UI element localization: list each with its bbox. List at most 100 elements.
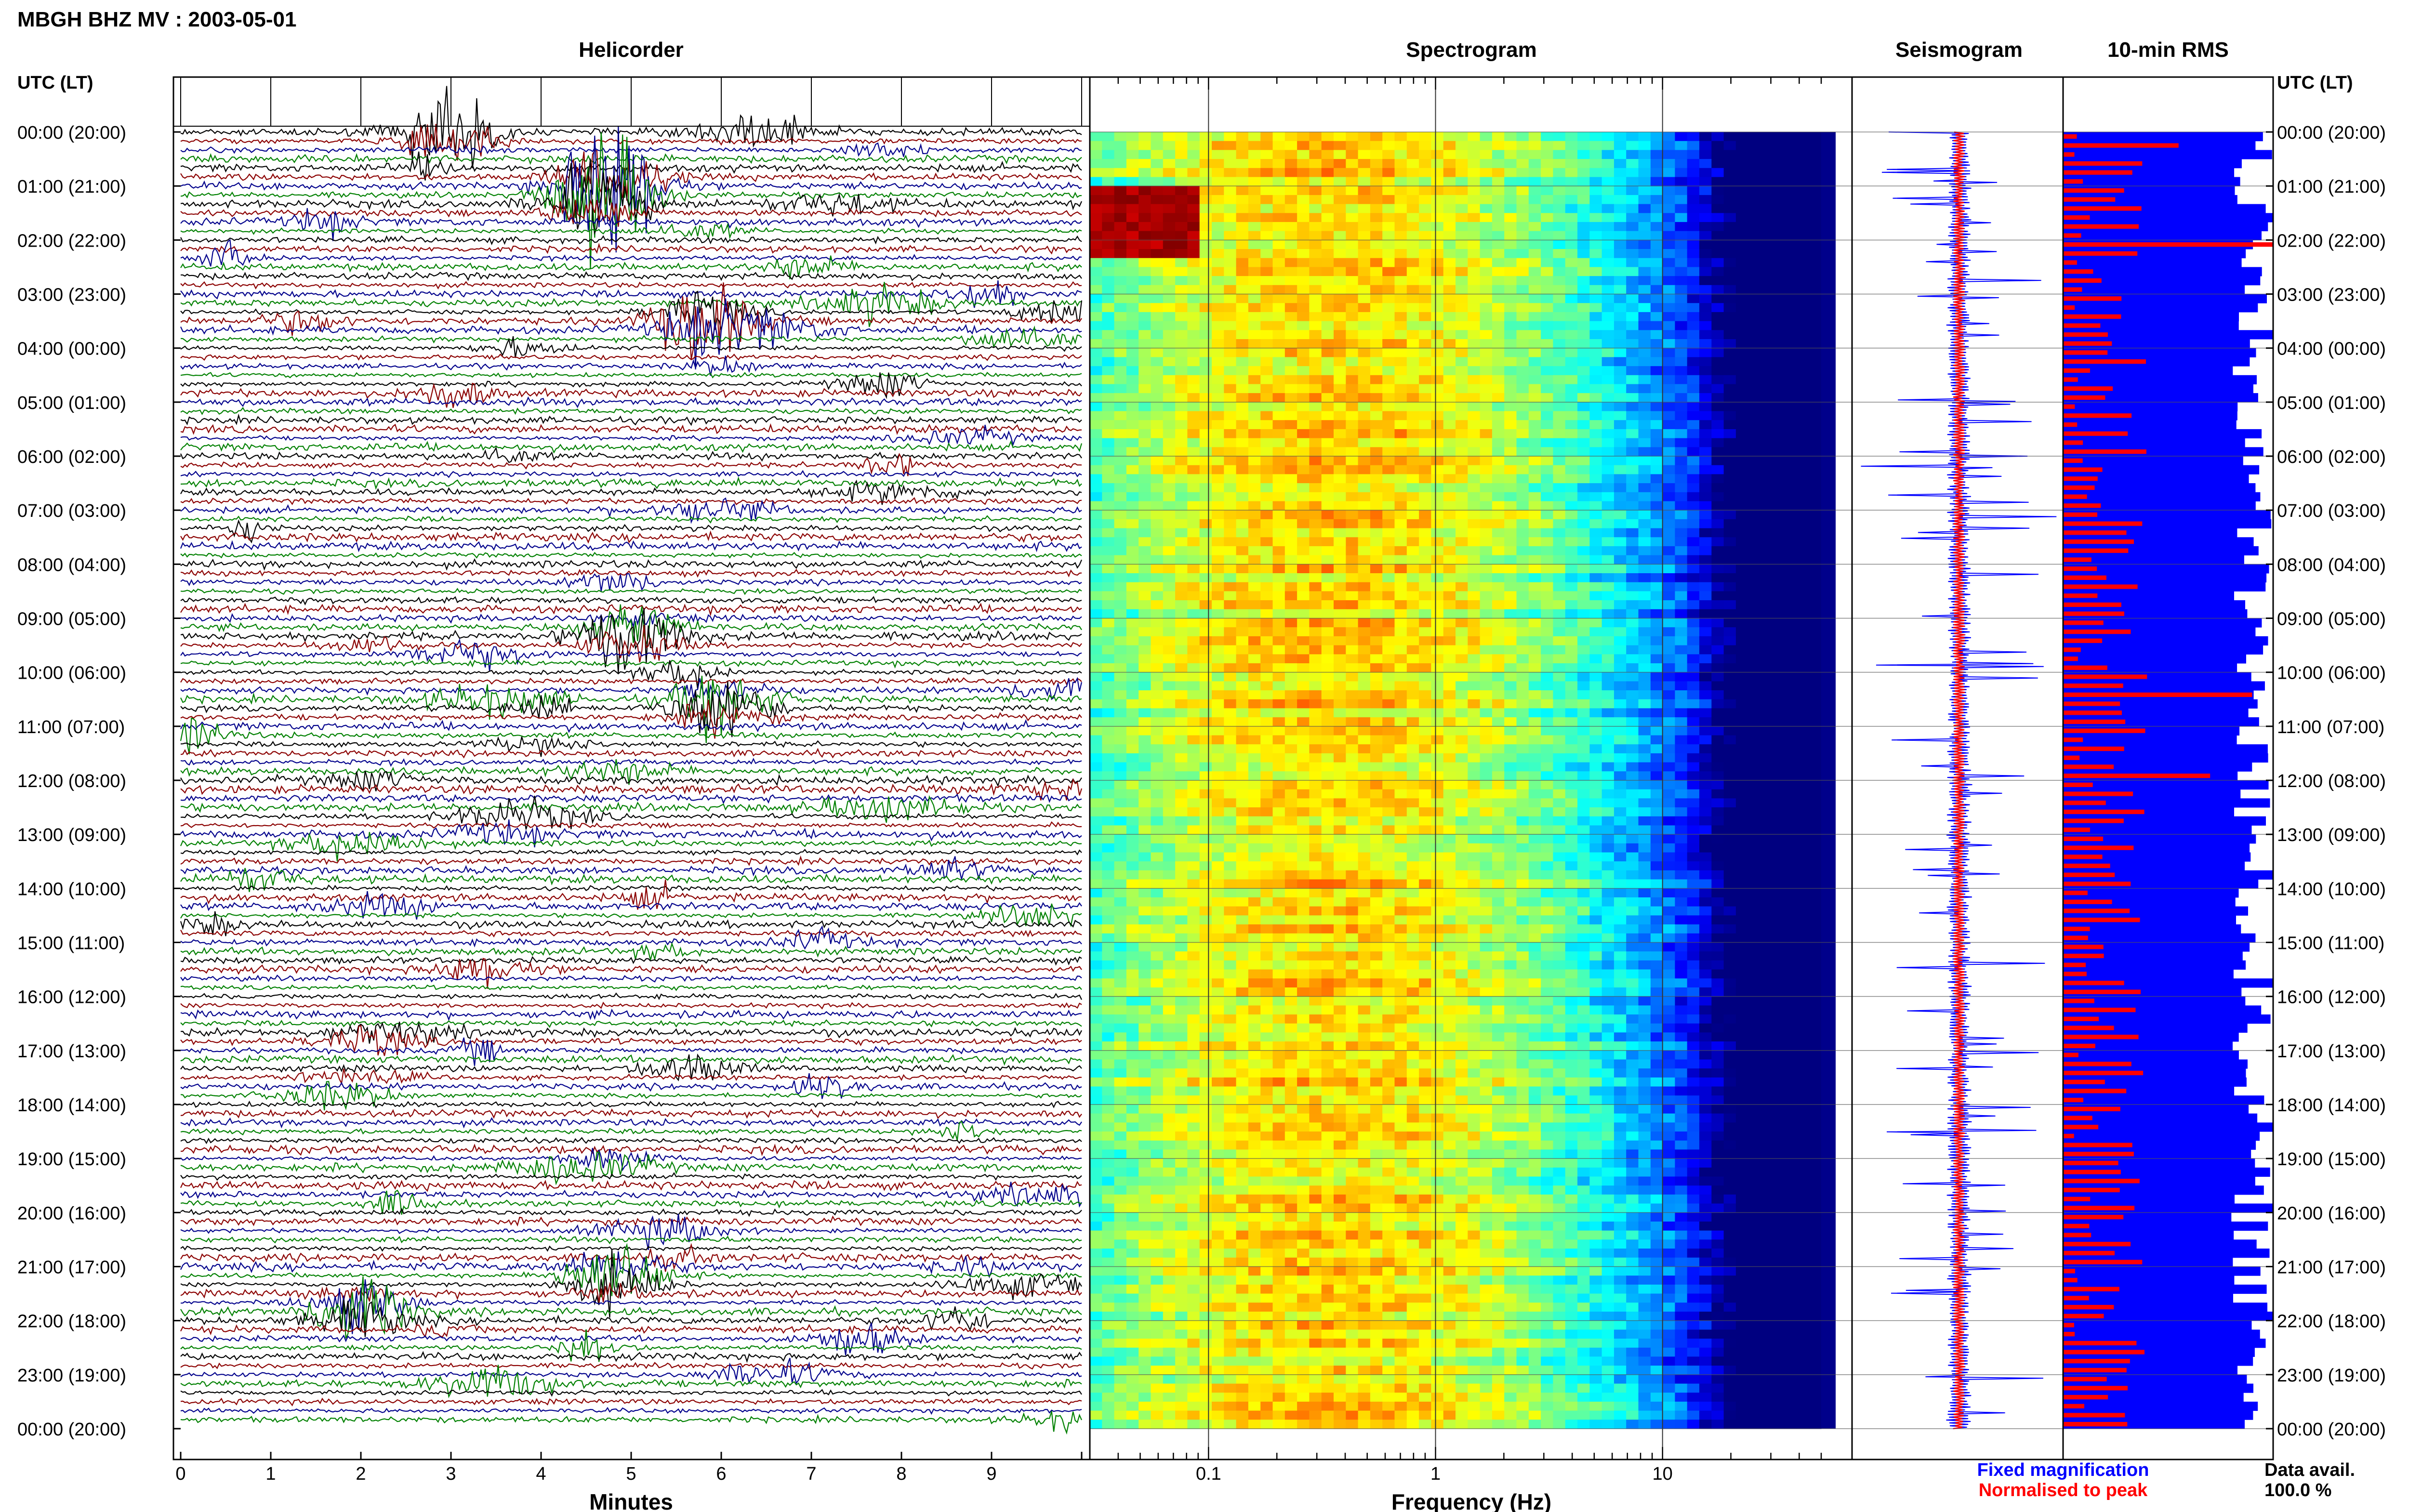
spectrogram-cell	[1370, 735, 1383, 745]
spectrogram-cell	[1321, 735, 1334, 745]
spectrogram-cell	[1370, 816, 1383, 826]
spectrogram-cell	[1675, 672, 1688, 682]
spectrogram-cell	[1480, 258, 1493, 267]
spectrogram-cell	[1699, 591, 1712, 601]
spectrogram-cell	[1504, 591, 1517, 601]
spectrogram-cell	[1480, 654, 1493, 664]
spectrogram-cell	[1711, 843, 1724, 853]
spectrogram-cell	[1626, 168, 1639, 178]
spectrogram-cell	[1321, 501, 1334, 511]
spectrogram-cell	[1516, 843, 1529, 853]
spectrogram-cell	[1748, 231, 1761, 240]
spectrogram-cell	[1772, 690, 1785, 700]
spectrogram-cell	[1797, 618, 1810, 628]
spectrogram-cell	[1224, 330, 1237, 340]
spectrogram-cell	[1687, 519, 1700, 529]
spectrogram-cell	[1565, 672, 1578, 682]
spectrogram-cell	[1456, 402, 1468, 412]
spectrogram-cell	[1760, 366, 1773, 376]
spectrogram-cell	[1614, 699, 1627, 709]
spectrogram-cell	[1151, 555, 1164, 565]
spectrogram-cell	[1406, 384, 1419, 394]
spectrogram-cell	[1711, 429, 1724, 439]
spectrogram-cell	[1699, 348, 1712, 357]
spectrogram-cell	[1419, 663, 1431, 673]
spectrogram-cell	[1321, 285, 1334, 295]
spectrogram-cell	[1480, 429, 1493, 439]
spectrogram-cell	[1163, 591, 1176, 601]
spectrogram-cell	[1382, 510, 1395, 520]
spectrogram-cell	[1443, 222, 1456, 232]
spectrogram-cell	[1346, 159, 1359, 169]
spectrogram-cell	[1565, 555, 1578, 565]
spectrogram-cell	[1443, 474, 1456, 484]
spectrogram-cell	[1687, 654, 1700, 664]
spectrogram-cell	[1370, 546, 1383, 556]
spectrogram-cell	[1528, 519, 1541, 529]
spectrogram-cell	[1480, 240, 1493, 250]
spectrogram-cell	[1748, 699, 1761, 709]
spectrogram-cell	[1565, 789, 1578, 799]
spectrogram-cell	[1175, 186, 1188, 196]
spectrogram-cell	[1797, 150, 1810, 159]
spectrogram-cell	[1187, 159, 1200, 169]
spectrogram-cell	[1650, 825, 1663, 835]
spectrogram-cell	[1602, 762, 1615, 772]
spectrogram-cell	[1419, 618, 1431, 628]
spectrogram-cell	[1284, 636, 1297, 646]
spectrogram-cell	[1358, 843, 1371, 853]
spectrogram-cell	[1748, 375, 1761, 385]
spectrogram-cell	[1443, 312, 1456, 322]
spectrogram-cell	[1346, 546, 1359, 556]
spectrogram-cell	[1663, 807, 1675, 817]
spectrogram-cell	[1699, 267, 1712, 276]
spectrogram-cell	[1638, 195, 1651, 205]
spectrogram-cell	[1772, 348, 1785, 357]
spectrogram-cell	[1553, 456, 1566, 466]
spectrogram-cell	[1248, 591, 1261, 601]
spectrogram-cell	[1382, 780, 1395, 790]
spectrogram-cell	[1297, 276, 1310, 286]
spectrogram-cell	[1212, 420, 1224, 430]
spectrogram-cell	[1272, 690, 1285, 700]
spectrogram-cell	[1443, 240, 1456, 250]
spectrogram-cell	[1760, 708, 1773, 718]
spectrogram-cell	[1382, 402, 1395, 412]
spectrogram-cell	[1163, 609, 1176, 619]
spectrogram-cell	[1358, 186, 1371, 196]
spectrogram-cell	[1626, 141, 1639, 150]
spectrogram-cell	[1577, 168, 1590, 178]
spectrogram-cell	[1358, 168, 1371, 178]
spectrogram-cell	[1541, 420, 1553, 430]
spectrogram-cell	[1321, 780, 1334, 790]
spectrogram-cell	[1480, 618, 1493, 628]
spectrogram-cell	[1163, 582, 1176, 592]
spectrogram-cell	[1663, 618, 1675, 628]
spectrogram-cell	[1516, 402, 1529, 412]
spectrogram-cell	[1248, 339, 1261, 349]
spectrogram-cell	[1699, 303, 1712, 313]
spectrogram-cell	[1687, 672, 1700, 682]
spectrogram-cell	[1431, 447, 1444, 457]
spectrogram-cell	[1772, 366, 1785, 376]
spectrogram-cell	[1175, 492, 1188, 502]
spectrogram-cell	[1589, 807, 1602, 817]
spectrogram-cell	[1114, 735, 1127, 745]
spectrogram-cell	[1528, 753, 1541, 763]
spectrogram-cell	[1406, 771, 1419, 781]
spectrogram-cell	[1699, 726, 1712, 736]
spectrogram-cell	[1602, 609, 1615, 619]
spectrogram-cell	[1687, 258, 1700, 267]
spectrogram-cell	[1236, 825, 1249, 835]
spectrogram-cell	[1602, 564, 1615, 574]
spectrogram-cell	[1650, 348, 1663, 357]
spectrogram-cell	[1358, 240, 1371, 250]
spectrogram-cell	[1138, 357, 1152, 367]
spectrogram-cell	[1346, 465, 1359, 474]
spectrogram-cell	[1589, 609, 1602, 619]
spectrogram-cell	[1589, 249, 1602, 259]
spectrogram-cell	[1370, 807, 1383, 817]
spectrogram-cell	[1090, 672, 1102, 682]
spectrogram-cell	[1163, 564, 1176, 574]
spectrogram-cell	[1614, 663, 1627, 673]
